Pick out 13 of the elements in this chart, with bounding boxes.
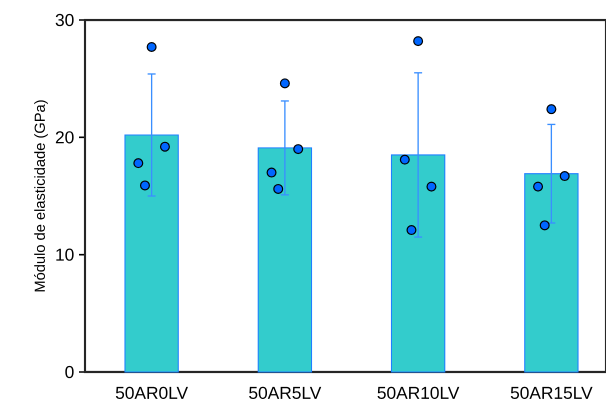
x-tick-label: 50AR0LV: [116, 386, 188, 399]
y-tick-label: 10: [56, 248, 74, 261]
x-tick-label: 50AR10LV: [378, 386, 460, 399]
bar: [390, 154, 446, 373]
x-tick-label: 50AR15LV: [510, 386, 593, 399]
x-tick-label: 50AR5LV: [249, 386, 322, 399]
bar: [124, 134, 179, 373]
y-tick-label: 20: [56, 131, 74, 144]
y-axis-title: Módulo de elasticidade (GPa): [34, 100, 48, 292]
y-tick-label: 30: [56, 14, 74, 26]
bar: [524, 173, 579, 373]
y-tick-label: 0: [65, 366, 74, 378]
bar: [258, 147, 312, 373]
